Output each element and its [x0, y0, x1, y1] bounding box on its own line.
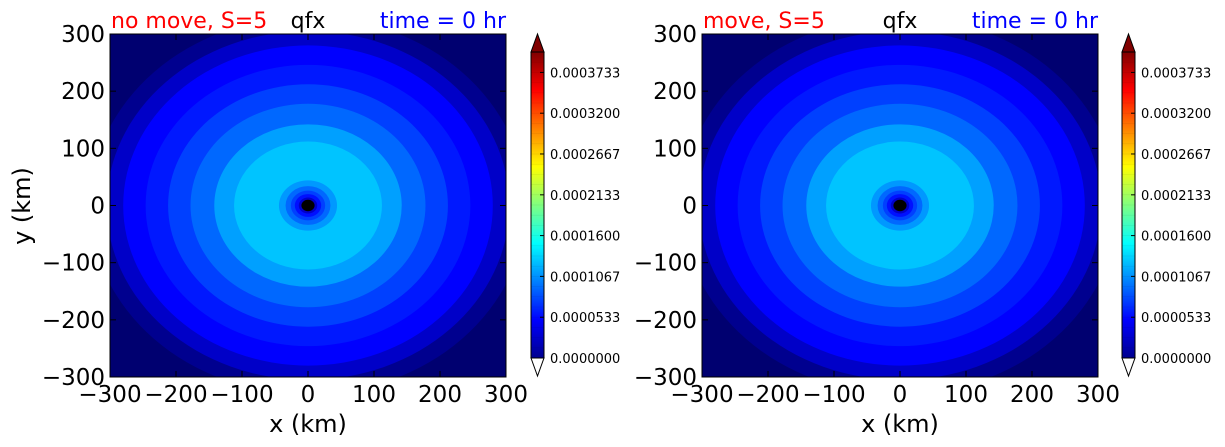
left-title-run: no move, S=5: [111, 9, 267, 34]
colorbar-tick-label: 0.0003733: [550, 66, 620, 81]
y-tick-label: 200: [61, 79, 105, 105]
colorbar-extend-max: [530, 32, 545, 53]
y-tick-label: −200: [42, 308, 105, 334]
y-tick-label: −300: [634, 365, 697, 391]
colorbar-tick-label: 0.0000533: [550, 311, 620, 326]
right-x-axis-label: x (km): [861, 410, 939, 438]
x-tick-label: 100: [352, 382, 396, 408]
colorbar-tick-label: 0.0000000: [1141, 352, 1211, 367]
x-tick-label: 0: [893, 382, 908, 408]
y-tick-label: 300: [61, 22, 105, 48]
y-tick-label: −100: [42, 251, 105, 277]
x-tick-label: 0: [301, 382, 316, 408]
left-colorbar: 0.0003733 0.0003200 0.0002667 0.0002133 0.00…: [530, 32, 620, 378]
x-tick-label: −300: [78, 382, 141, 408]
colorbar-tick-label: 0.0002667: [1141, 148, 1211, 163]
left-title-time: time = 0 hr: [380, 9, 507, 34]
colorbar-tick-label: 0.0003200: [1141, 107, 1211, 122]
x-tick-label: −200: [736, 382, 799, 408]
colorbar-tick-label: 0.0000000: [550, 352, 620, 367]
y-tick-label: −300: [42, 365, 105, 391]
right-contour-rings: [702, 34, 1098, 377]
right-axis-ticks: −300 −200 −100 0 100 200 3003002001000−100−200…: [634, 22, 1120, 408]
x-tick-label: −100: [802, 382, 865, 408]
right-colorbar: 0.0003733 0.0003200 0.0002667 0.0002133 0.00…: [1121, 32, 1211, 378]
right-plot-area: [702, 34, 1098, 377]
colorbar-tick-label: 0.0001600: [550, 230, 620, 245]
x-tick-label: 200: [1010, 382, 1054, 408]
x-tick-label: 200: [418, 382, 462, 408]
right-title-run: move, S=5: [703, 9, 825, 34]
left-panel: no move, S=5 qfx time = 0 hr −300 −200 −10…: [8, 9, 620, 438]
right-title-time: time = 0 hr: [972, 9, 1099, 34]
colorbar-extend-max: [1121, 32, 1136, 53]
y-tick-label: 100: [653, 136, 697, 162]
left-x-axis-label: x (km): [269, 410, 347, 438]
y-tick-label: 200: [653, 79, 697, 105]
x-tick-label: 300: [484, 382, 528, 408]
colorbar-tick-label: 0.0002133: [550, 189, 620, 204]
colorbar-tick-label: 0.0001600: [1141, 230, 1211, 245]
x-tick-label: 300: [1076, 382, 1120, 408]
x-tick-label: −300: [670, 382, 733, 408]
y-tick-label: −200: [634, 308, 697, 334]
colorbar-tick-label: 0.0001067: [550, 270, 620, 285]
left-plot-area: [110, 34, 506, 377]
x-tick-label: 100: [944, 382, 988, 408]
contour-level-13: [301, 199, 315, 212]
left-axis-ticks: −300 −200 −100 0 100 200 3003002001000−100−200…: [42, 22, 528, 408]
contour-level-13: [893, 199, 907, 212]
colorbar-tick-label: 0.0003200: [550, 107, 620, 122]
right-panel: move, S=5 qfx time = 0 hr −300 −200 −100 0 1…: [634, 9, 1211, 438]
colorbar-gradient: [531, 52, 544, 358]
y-tick-label: 100: [61, 136, 105, 162]
right-title-variable: qfx: [883, 9, 918, 34]
colorbar-extend-min: [1121, 357, 1136, 378]
colorbar-tick-label: 0.0001067: [1141, 270, 1211, 285]
colorbar-tick-label: 0.0002133: [1141, 189, 1211, 204]
y-tick-label: 0: [90, 194, 105, 220]
colorbar-frame: [1121, 51, 1136, 359]
colorbar-tick-label: 0.0003733: [1141, 66, 1211, 81]
colorbar-tick-label: 0.0002667: [550, 148, 620, 163]
y-tick-label: 300: [653, 22, 697, 48]
colorbar-gradient: [1122, 52, 1135, 358]
colorbar-frame: [530, 51, 545, 359]
left-contour-rings: [110, 34, 506, 377]
y-tick-label: 0: [682, 194, 697, 220]
y-tick-label: −100: [634, 251, 697, 277]
left-title-variable: qfx: [291, 9, 326, 34]
x-tick-label: −200: [144, 382, 207, 408]
colorbar-tick-label: 0.0000533: [1141, 311, 1211, 326]
x-tick-label: −100: [210, 382, 273, 408]
colorbar-extend-min: [530, 357, 545, 378]
left-y-axis-label: y (km): [8, 167, 36, 245]
